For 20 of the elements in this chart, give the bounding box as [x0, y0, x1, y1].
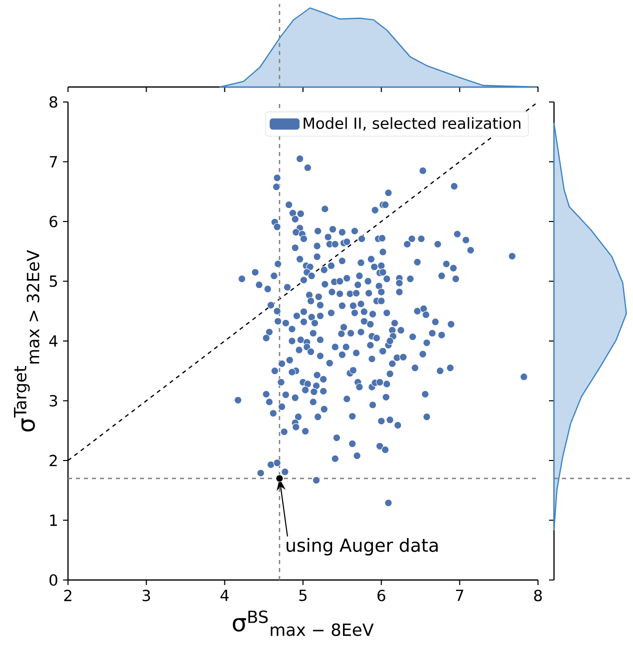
y-tick-label: 4	[49, 335, 58, 347]
y-tick-label: 6	[50, 216, 58, 228]
y-tick-label: 3	[50, 394, 58, 407]
y-tick-label: 1	[50, 514, 57, 526]
x-tick-label: 8	[534, 590, 542, 602]
annotation: using Auger data	[286, 538, 438, 556]
y-tick-label: 2	[50, 454, 57, 466]
y-tick-label: 0	[50, 574, 58, 586]
x-tick-label: 6	[378, 590, 386, 602]
legend-label: Model II, selected realization	[304, 117, 520, 131]
x-tick-label: 7	[456, 590, 464, 601]
x-tick-label: 4	[220, 590, 229, 601]
x-axis-title: σ$^{BS}$max − 8EeV	[232, 610, 374, 636]
x-tick-label: 2	[64, 590, 72, 602]
x-tick-label: 5	[299, 590, 307, 602]
y-tick-label: 5	[50, 276, 57, 287]
x-tick-label: 3	[142, 590, 150, 602]
y-axis-title: σ$^{Target}$max > 32EeV	[14, 250, 40, 432]
y-tick-label: 8	[50, 96, 58, 108]
y-tick-label: 7	[50, 156, 57, 168]
